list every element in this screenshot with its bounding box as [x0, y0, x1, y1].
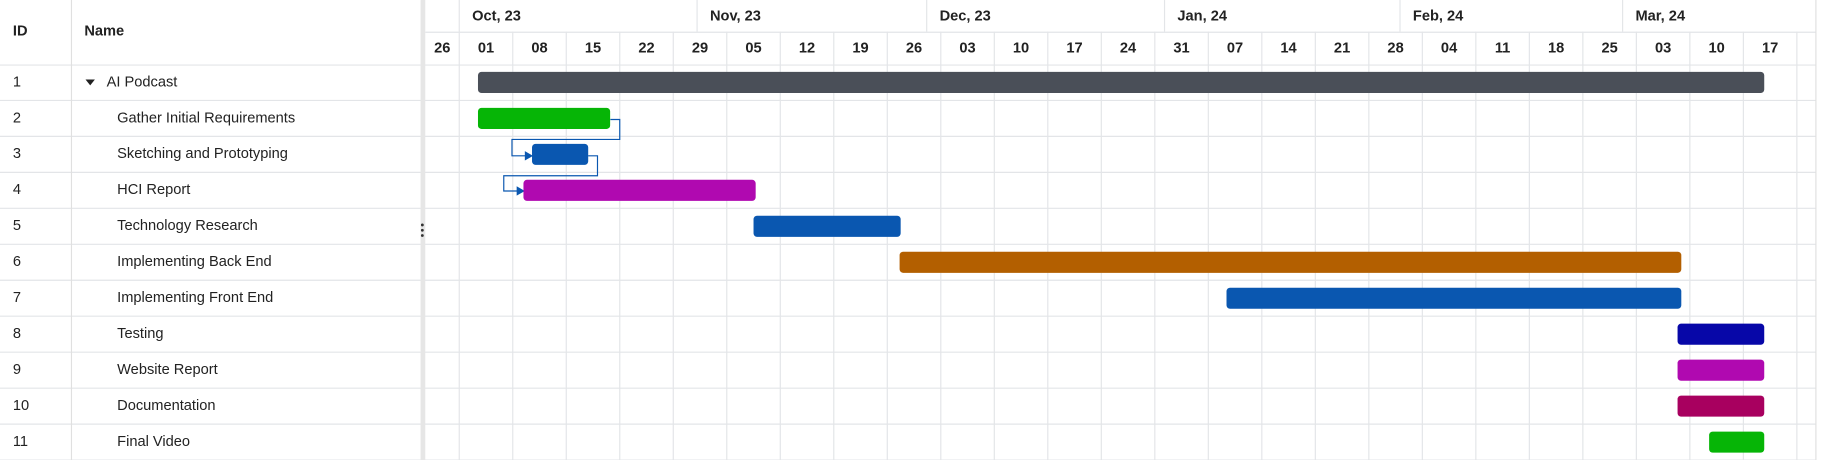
task-bar[interactable] [532, 143, 589, 165]
month-label: Feb, 24 [1413, 8, 1464, 24]
dependency-arrow [516, 186, 525, 196]
dependency-lines [503, 118, 621, 192]
week-label: 22 [638, 41, 654, 57]
task-bar[interactable] [899, 251, 1682, 273]
week-label: 07 [1227, 41, 1243, 57]
week-label: 29 [692, 41, 708, 57]
week-label: 26 [434, 41, 450, 57]
splitter-dot [420, 228, 424, 232]
column-header: ID [13, 24, 28, 40]
week-label: 18 [1548, 41, 1564, 57]
week-label: 25 [1601, 41, 1617, 57]
task-name: Sketching and Prototyping [117, 146, 288, 162]
splitter-dot [420, 234, 424, 237]
task-id: 4 [13, 182, 21, 198]
week-label: 08 [531, 41, 547, 57]
task-name: HCI Report [117, 182, 190, 198]
week-label: 28 [1387, 41, 1403, 57]
month-label: Oct, 23 [472, 8, 521, 24]
month-label: Jan, 24 [1177, 8, 1227, 24]
week-label: 17 [1066, 41, 1082, 57]
task-bar[interactable] [477, 107, 611, 129]
task-id: 2 [13, 110, 21, 126]
task-name: Gather Initial Requirements [117, 110, 295, 126]
task-id: 5 [13, 218, 21, 234]
task-id: 3 [13, 146, 21, 162]
week-label: 12 [799, 41, 815, 57]
expand-toggle[interactable] [85, 79, 95, 86]
month-label: Dec, 23 [940, 8, 991, 24]
task-bar[interactable] [753, 215, 901, 237]
task-id: 1 [13, 74, 21, 90]
week-label: 31 [1173, 41, 1189, 57]
week-label: 01 [478, 41, 494, 57]
task-id: 6 [13, 254, 21, 270]
task-name: Documentation [117, 398, 215, 414]
week-label: 21 [1334, 41, 1350, 57]
month-label: Nov, 23 [710, 8, 761, 24]
task-id: 10 [13, 398, 29, 414]
task-id: 11 [13, 434, 28, 450]
task-name: Testing [117, 326, 163, 342]
week-label: 19 [852, 41, 868, 57]
week-label: 03 [959, 41, 975, 57]
week-label: 14 [1280, 41, 1297, 57]
week-label: 05 [745, 41, 761, 57]
week-label: 26 [906, 41, 922, 57]
task-name: AI Podcast [107, 74, 178, 90]
task-id: 7 [13, 290, 21, 306]
week-label: 04 [1441, 41, 1458, 57]
task-name: Technology Research [117, 218, 258, 234]
week-label: 03 [1655, 41, 1671, 57]
week-label: 11 [1495, 41, 1510, 57]
task-name: Implementing Front End [117, 290, 273, 306]
month-label: Mar, 24 [1635, 8, 1685, 24]
task-name: Website Report [117, 362, 218, 378]
dependency-arrow [524, 151, 534, 161]
task-bar[interactable] [1677, 323, 1765, 345]
week-label: 15 [585, 41, 601, 57]
week-label: 10 [1013, 41, 1029, 57]
task-bar[interactable] [1677, 359, 1765, 381]
column-header: Name [84, 24, 124, 40]
task-id: 8 [13, 326, 21, 342]
week-label: 17 [1762, 41, 1778, 57]
task-bar[interactable] [523, 179, 756, 201]
task-bar[interactable] [1226, 287, 1682, 309]
week-label: 24 [1120, 41, 1137, 57]
task-id: 9 [13, 362, 21, 378]
task-bar[interactable] [477, 71, 1765, 93]
task-name: Implementing Back End [117, 254, 271, 270]
task-bar[interactable] [1677, 395, 1765, 417]
task-bar[interactable] [1709, 431, 1765, 453]
week-label: 10 [1708, 41, 1724, 57]
task-name: Final Video [117, 434, 190, 450]
splitter-dot [420, 223, 424, 227]
